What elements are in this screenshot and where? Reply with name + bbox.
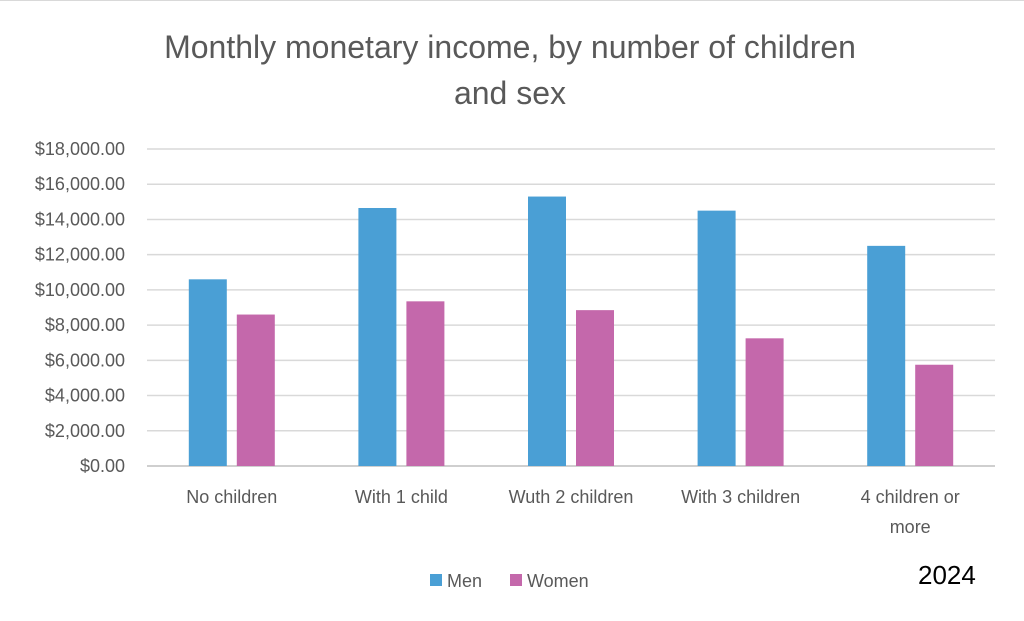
chart-title-line-1: Monthly monetary income, by number of ch… — [164, 29, 856, 65]
x-category-label: 4 children or — [861, 487, 960, 507]
y-axis-tick-labels: $0.00 $2,000.00 $4,000.00 $6,000.00 $8,000.0… — [35, 139, 125, 476]
chart-title: Monthly monetary income, by number of ch… — [100, 24, 920, 116]
bar-men-4 — [697, 210, 736, 466]
y-tick-label: $0.00 — [80, 456, 125, 476]
x-axis-category-labels: No children With 1 child Wuth 2 children Wi… — [186, 487, 959, 537]
y-tick-label: $10,000.00 — [35, 280, 125, 300]
x-category-label: No children — [186, 487, 277, 507]
year-annotation: 2024 — [918, 560, 976, 590]
x-category-label: more — [890, 517, 931, 537]
legend-label-men: Men — [447, 571, 482, 591]
y-tick-label: $2,000.00 — [45, 421, 125, 441]
legend-label-women: Women — [527, 571, 589, 591]
y-tick-label: $16,000.00 — [35, 174, 125, 194]
bars — [188, 196, 954, 467]
y-tick-label: $18,000.00 — [35, 139, 125, 159]
chart-title-line-2: and sex — [453, 75, 567, 111]
bar-men-2 — [358, 207, 397, 466]
x-category-label: With 1 child — [355, 487, 448, 507]
y-tick-label: $6,000.00 — [45, 350, 125, 370]
bar-women-3 — [576, 310, 614, 466]
legend-swatch-men — [430, 574, 442, 586]
bar-women-5 — [915, 364, 954, 466]
x-category-label: With 3 children — [681, 487, 800, 507]
bar-men-3 — [528, 196, 566, 467]
y-tick-label: $14,000.00 — [35, 209, 125, 229]
bar-women-2 — [406, 301, 445, 466]
bar-women-4 — [745, 338, 784, 466]
x-category-label: Wuth 2 children — [509, 487, 634, 507]
legend: Men Women — [430, 571, 589, 591]
legend-swatch-women — [510, 574, 522, 586]
y-tick-label: $4,000.00 — [45, 386, 125, 406]
bar-women-1 — [236, 314, 275, 466]
gridlines — [147, 148, 995, 467]
y-tick-label: $8,000.00 — [45, 315, 125, 335]
y-tick-label: $12,000.00 — [35, 245, 125, 265]
bar-men-5 — [867, 245, 906, 466]
bar-men-1 — [188, 279, 227, 466]
